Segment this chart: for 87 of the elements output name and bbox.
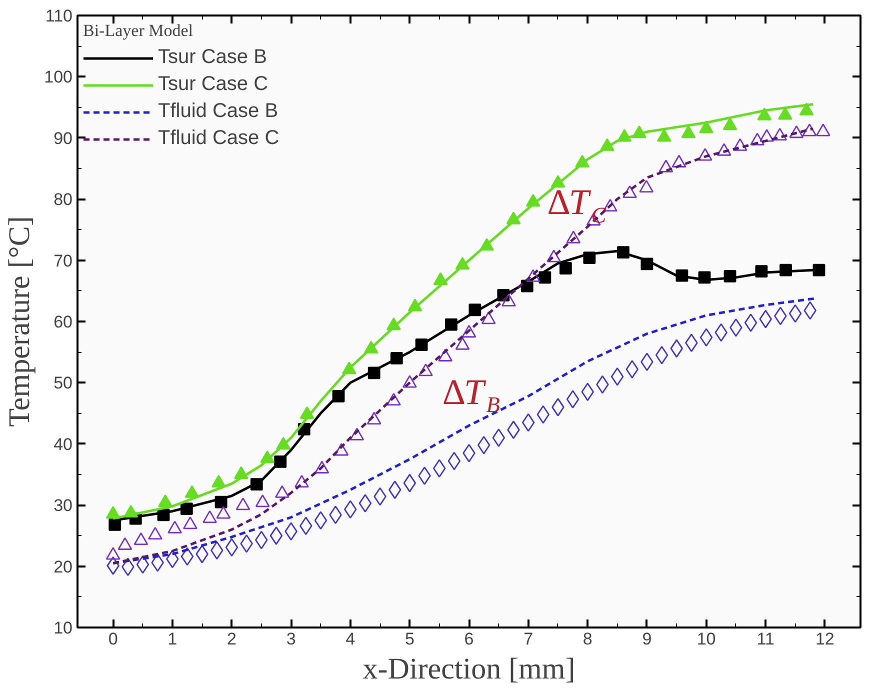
x-tick-label: 1 [168, 630, 178, 648]
point [658, 160, 674, 172]
point [778, 107, 792, 120]
point [477, 436, 490, 454]
x-tick-label: 2 [227, 630, 236, 648]
x-tick-label: 0 [108, 630, 118, 648]
point [788, 304, 802, 323]
point [622, 185, 637, 198]
point [812, 264, 826, 276]
y-tick-label: 110 [45, 6, 73, 26]
point [681, 125, 696, 138]
point [386, 392, 401, 406]
point [526, 269, 540, 282]
point [481, 311, 496, 324]
point [757, 108, 772, 120]
x-tick-label: 12 [815, 630, 834, 648]
point [732, 138, 748, 151]
point [750, 132, 764, 146]
point [789, 125, 804, 138]
point [802, 124, 817, 136]
x-axis-title: x-Direction [mm] [362, 652, 576, 686]
point [358, 494, 372, 512]
point [225, 538, 238, 557]
x-tick-label: 8 [582, 630, 592, 648]
point [760, 129, 774, 142]
legend-label: Tsur Case B [158, 46, 267, 69]
legend-label: Tfluid Case B [158, 100, 278, 123]
point [270, 526, 283, 545]
x-tick-label: 7 [524, 630, 534, 648]
x-tick-label: 3 [286, 630, 296, 648]
point [136, 555, 150, 574]
point [772, 128, 788, 141]
point [438, 348, 452, 362]
x-tick-label: 9 [642, 630, 652, 648]
point [546, 250, 562, 262]
point [816, 124, 830, 136]
point [492, 428, 506, 447]
x-tick-label: 11 [756, 630, 774, 648]
x-tick-label: 10 [696, 630, 716, 648]
y-tick-label: 90 [54, 128, 73, 148]
x-tick-label: 6 [464, 630, 474, 648]
point [502, 294, 516, 306]
y-axis-title: Temperature [°C] [3, 216, 36, 427]
point [344, 500, 357, 519]
legend-title: Bi-Layer Model [83, 21, 194, 41]
point [566, 230, 581, 244]
y-tick-label: 70 [54, 251, 73, 270]
point [655, 346, 668, 364]
point [566, 390, 580, 408]
point [462, 324, 476, 338]
point [455, 337, 470, 350]
point [314, 511, 328, 530]
point [716, 143, 732, 156]
y-tick-label: 30 [54, 496, 73, 516]
point [559, 262, 572, 274]
y-tick-label: 40 [54, 434, 73, 454]
legend-label: Tsur Case C [158, 73, 268, 96]
point [700, 328, 713, 347]
point [799, 102, 814, 116]
point [418, 363, 433, 376]
point [432, 459, 446, 478]
y-tick-label: 100 [44, 68, 73, 87]
point [180, 547, 194, 566]
point [639, 180, 654, 193]
point [656, 129, 672, 142]
point [722, 117, 738, 130]
x-tick-label: 5 [404, 630, 414, 648]
point [744, 314, 758, 332]
y-tick-label: 60 [54, 312, 73, 332]
point [672, 154, 686, 168]
point [581, 382, 594, 402]
point [536, 405, 550, 424]
y-tick-label: 50 [54, 374, 73, 393]
legend-label: Tfluid Case C [158, 127, 280, 150]
y-tick-label: 20 [54, 557, 73, 576]
y-tick-label: 80 [54, 190, 73, 210]
point [626, 360, 638, 378]
point [403, 474, 416, 492]
point [699, 120, 714, 134]
point [698, 148, 712, 161]
point [388, 480, 402, 499]
point [522, 413, 535, 432]
x-tick-label: 4 [346, 630, 356, 648]
point [448, 452, 461, 470]
point [418, 466, 431, 485]
point [402, 375, 417, 388]
point [610, 367, 624, 386]
